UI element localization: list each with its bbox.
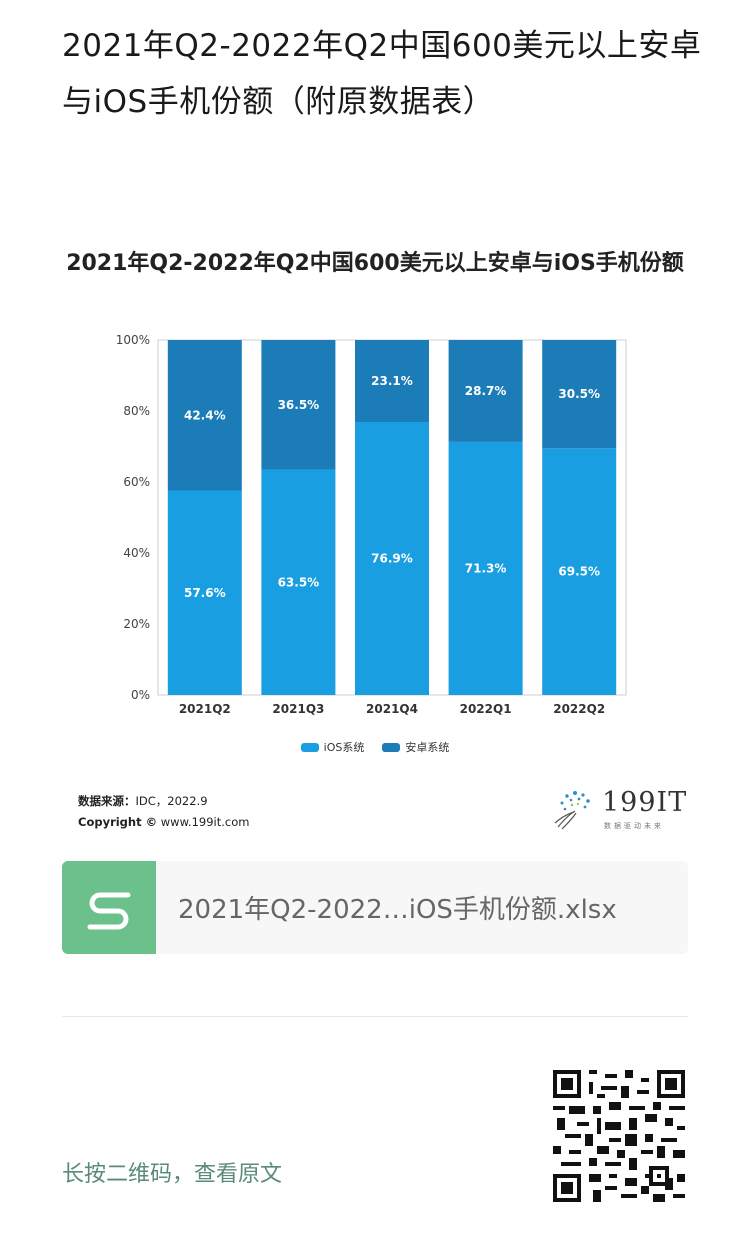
logo-text: 199IT bbox=[602, 787, 688, 818]
y-tick-label: 0% bbox=[131, 688, 150, 702]
data-label: 71.3% bbox=[465, 561, 507, 575]
copyright-text: www.199it.com bbox=[160, 815, 250, 829]
source-label: 数据来源： bbox=[78, 794, 136, 808]
bar-android bbox=[355, 340, 429, 423]
source-text: IDC，2022.9 bbox=[135, 794, 208, 808]
legend-item-android: 安卓系统 bbox=[382, 739, 449, 755]
bar-android bbox=[542, 340, 617, 449]
bar-android bbox=[167, 340, 242, 491]
y-tick-label: 20% bbox=[123, 617, 150, 631]
legend-item-ios: iOS系统 bbox=[300, 739, 365, 755]
bar-ios bbox=[448, 441, 523, 695]
bar-ios bbox=[542, 448, 617, 695]
y-tick-label: 40% bbox=[123, 546, 150, 560]
data-label: 23.1% bbox=[371, 374, 413, 388]
legend-swatch-ios bbox=[300, 742, 319, 752]
bar-android bbox=[448, 340, 523, 442]
qr-hint-text: 长按二维码，查看原文 bbox=[62, 1162, 283, 1187]
stacked-bar-chart: 0% 20% 40% 60% 80% 100% 57.6% 42.4% 2021Q2 63.5% 3… bbox=[116, 333, 627, 716]
chart-image: 2021年Q2-2022年Q2中国600美元以上安卓与iOS手机份额 0% 20%… bbox=[0, 215, 750, 845]
y-tick-label: 80% bbox=[123, 404, 150, 418]
data-label: 69.5% bbox=[558, 565, 600, 579]
y-tick-label: 100% bbox=[116, 333, 150, 347]
copyright-label: Copyright © bbox=[78, 815, 158, 829]
x-tick-label: 2022Q2 bbox=[553, 702, 605, 716]
legend-label-ios: iOS系统 bbox=[323, 741, 365, 754]
bar-android bbox=[261, 340, 336, 470]
chart-source: 数据来源：IDC，2022.9 Copyright © www.199it.co… bbox=[78, 791, 249, 833]
x-tick-label: 2021Q3 bbox=[272, 702, 324, 716]
attachment-card[interactable]: 2021年Q2-2022…iOS手机份额.xlsx bbox=[62, 861, 688, 954]
data-label: 76.9% bbox=[371, 552, 413, 566]
bar-ios bbox=[261, 469, 336, 695]
legend-swatch-android bbox=[382, 742, 401, 752]
dandelion-logo-icon bbox=[554, 791, 590, 830]
legend-label-android: 安卓系统 bbox=[405, 741, 450, 754]
article-title: 2021年Q2-2022年Q2中国600美元以上安卓与iOS手机份额（附原数据表… bbox=[62, 28, 702, 120]
logo-slogan: 数据驱动未来 bbox=[604, 822, 664, 830]
x-tick-label: 2022Q1 bbox=[460, 702, 512, 716]
qr-code-icon[interactable] bbox=[553, 1070, 685, 1202]
data-label: 30.5% bbox=[558, 387, 600, 401]
199it-logo: 199IT 数据驱动未来 bbox=[552, 783, 712, 833]
bar-ios bbox=[167, 490, 242, 695]
data-label: 42.4% bbox=[184, 408, 226, 422]
data-label: 57.6% bbox=[184, 586, 226, 600]
y-tick-label: 60% bbox=[123, 475, 150, 489]
attachment-filename: 2021年Q2-2022…iOS手机份额.xlsx bbox=[178, 895, 617, 925]
data-label: 63.5% bbox=[278, 575, 320, 589]
spreadsheet-s-icon bbox=[62, 861, 156, 954]
divider bbox=[62, 1016, 688, 1017]
data-label: 28.7% bbox=[465, 384, 507, 398]
bar-ios bbox=[355, 422, 429, 695]
chart-title: 2021年Q2-2022年Q2中国600美元以上安卓与iOS手机份额 bbox=[66, 251, 684, 276]
chart-legend: iOS系统 安卓系统 bbox=[0, 739, 750, 755]
data-label: 36.5% bbox=[278, 398, 320, 412]
x-tick-label: 2021Q2 bbox=[179, 702, 231, 716]
x-tick-label: 2021Q4 bbox=[366, 702, 418, 716]
